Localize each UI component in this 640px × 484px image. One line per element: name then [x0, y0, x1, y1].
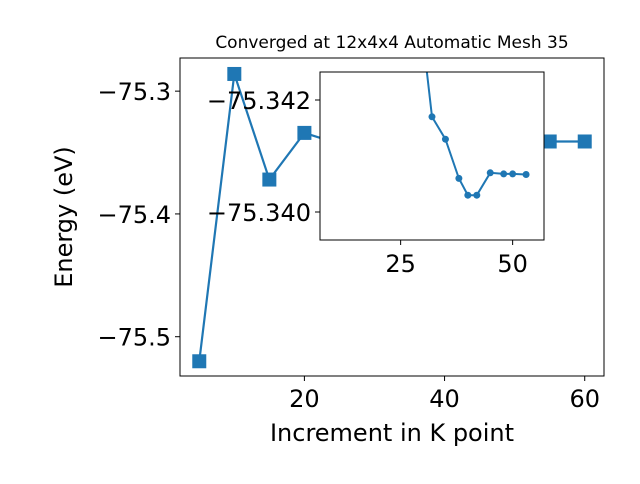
inset-x-tick-label: 25 — [385, 250, 416, 278]
inset-data-point — [500, 170, 508, 178]
y-axis-label: Energy (eV) — [50, 146, 78, 288]
y-tick-label: −75.4 — [97, 201, 171, 229]
x-tick-label: 40 — [429, 385, 460, 413]
inset-background — [320, 72, 544, 240]
inset-data-point — [473, 191, 481, 199]
data-point — [542, 134, 557, 149]
inset-data-point — [486, 169, 494, 177]
chart-title: Converged at 12x4x4 Automatic Mesh 35 — [215, 33, 568, 53]
data-point — [297, 125, 312, 140]
inset-series-line — [425, 72, 527, 197]
data-point — [192, 354, 207, 369]
inset-x-tick-label: 50 — [497, 250, 528, 278]
y-tick-label: −75.3 — [97, 78, 171, 106]
y-tick-label: −75.5 — [97, 324, 171, 352]
x-axis-label: Increment in K point — [270, 419, 514, 447]
inset-series — [425, 72, 530, 199]
inset-data-point — [441, 135, 449, 143]
inset-data-point — [509, 170, 517, 178]
inset-data-point — [455, 174, 463, 182]
inset-data-point — [464, 191, 472, 199]
inset-data-point — [522, 170, 530, 178]
x-tick-label: 60 — [569, 385, 600, 413]
plot-frame — [179, 57, 605, 377]
inset-frame — [319, 71, 545, 241]
data-point — [262, 172, 277, 187]
inset-data-point — [428, 113, 436, 121]
data-point — [577, 134, 592, 149]
x-tick-label: 20 — [289, 385, 320, 413]
inset-y-tick-label: −75.342 — [207, 87, 311, 115]
inset-plot: 25 50 −75.342 −75.340 — [207, 71, 545, 278]
inset-y-tick-label: −75.340 — [207, 199, 311, 227]
data-point — [227, 66, 242, 81]
